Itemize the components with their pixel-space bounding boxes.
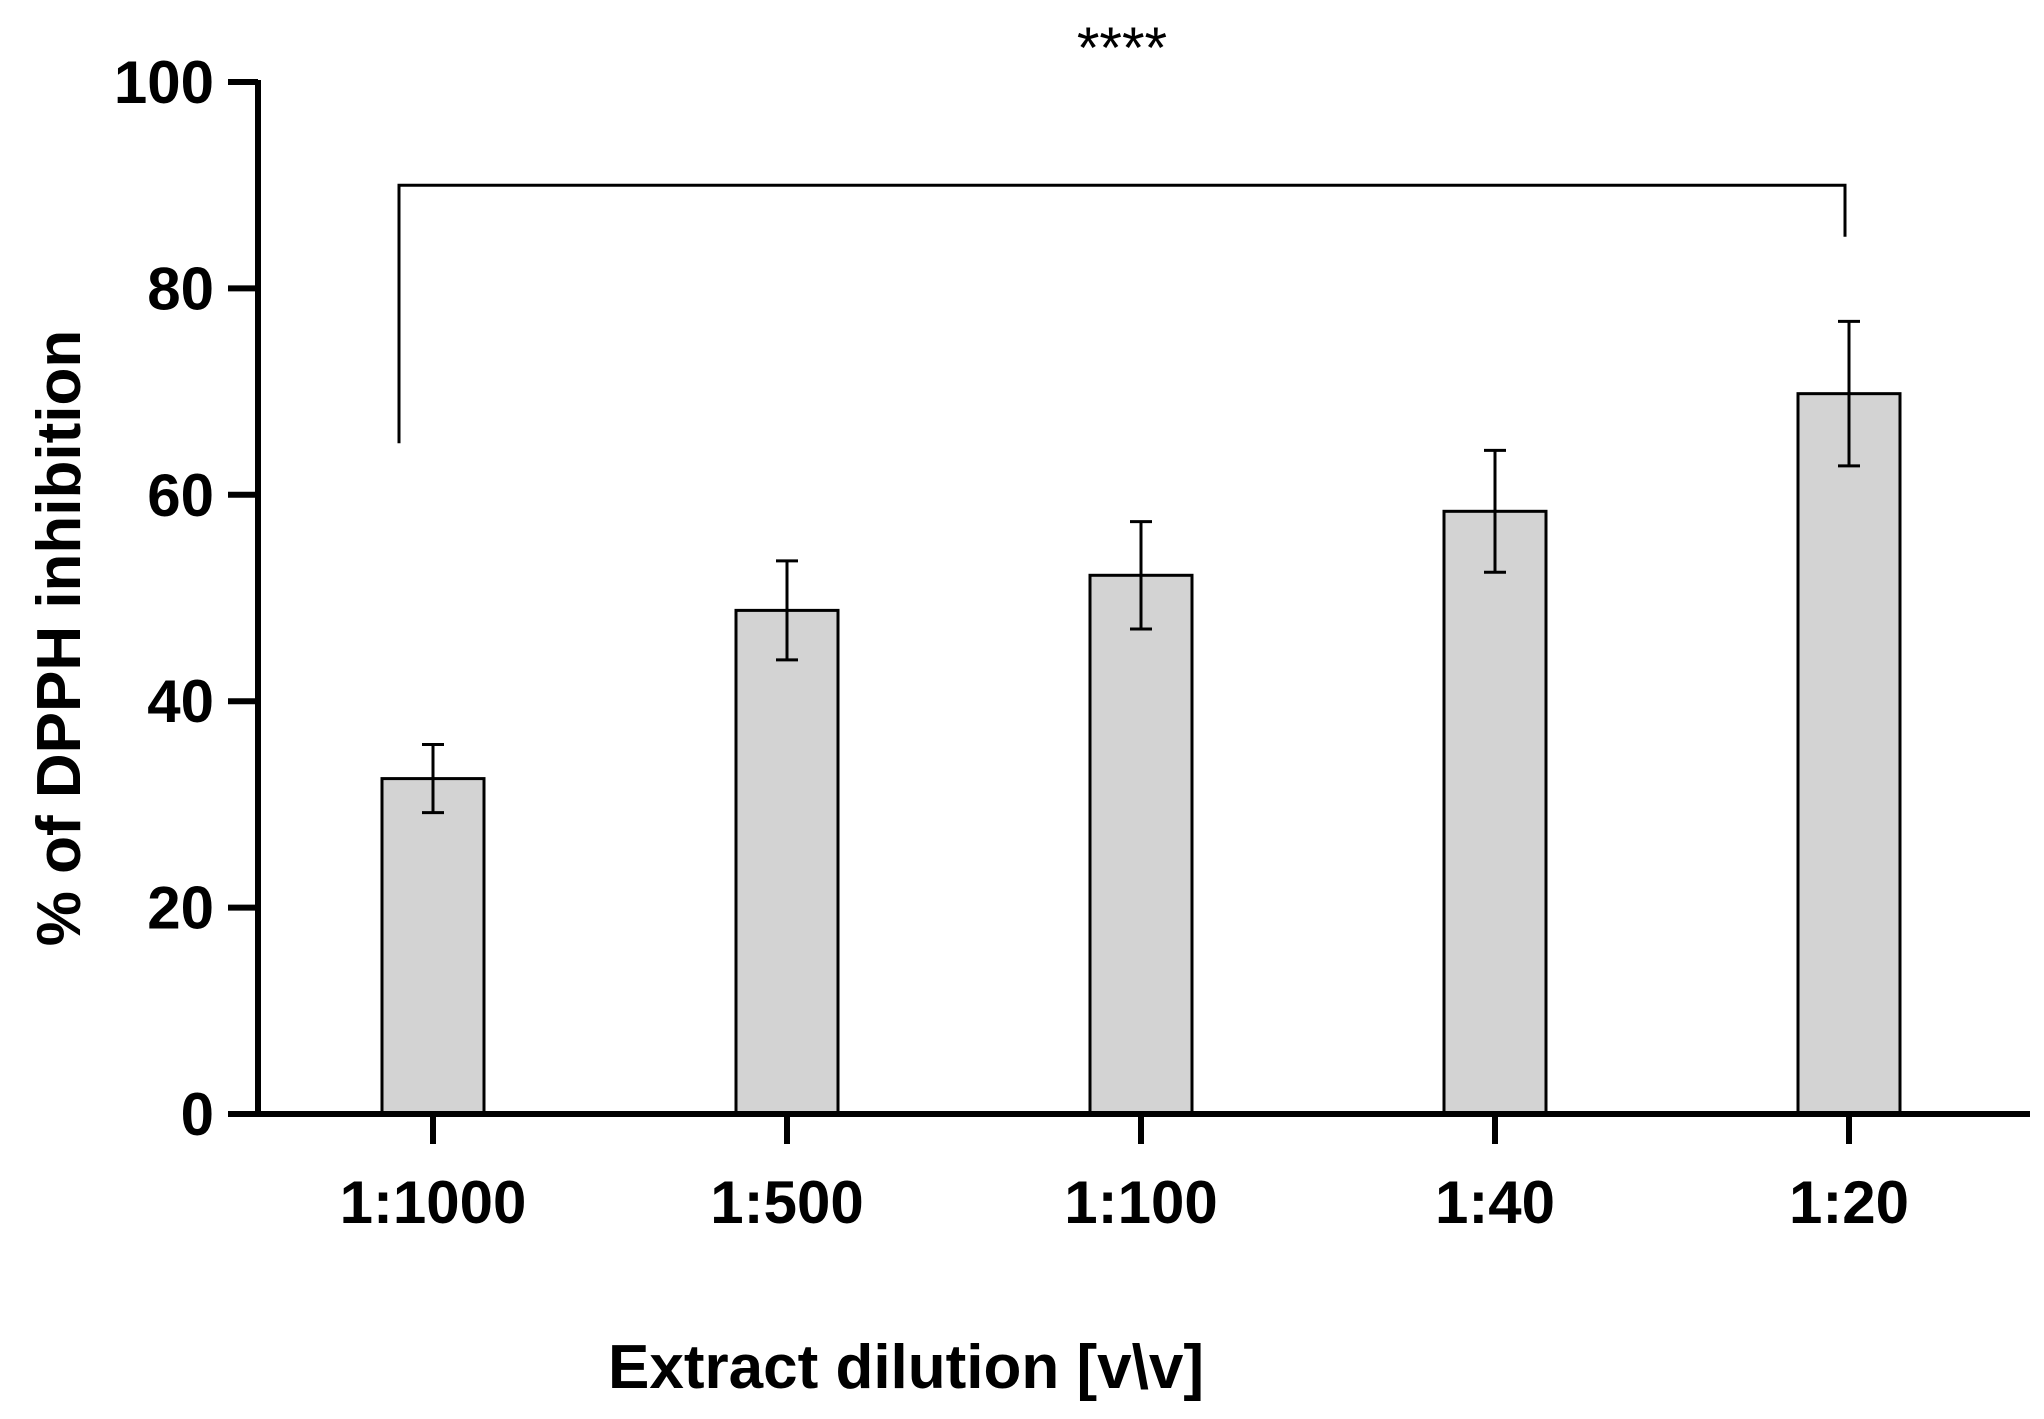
bar-1:500 — [734, 608, 840, 1116]
y-ticks: 0 20 40 60 80 100 — [114, 49, 258, 1148]
bar-1:1000 — [380, 777, 486, 1116]
significance-annotation: **** — [397, 16, 1847, 444]
x-tick-label-1:500: 1:500 — [710, 1169, 863, 1236]
x-ticks: 1:1000 1:500 1:100 1:40 1:20 — [340, 1114, 1909, 1236]
x-tick-label-1:100: 1:100 — [1064, 1169, 1217, 1236]
y-tick-label-60: 60 — [147, 462, 214, 529]
bars-layer — [380, 392, 1902, 1116]
significance-label: **** — [1077, 16, 1167, 81]
x-tick-label-1:20: 1:20 — [1789, 1169, 1909, 1236]
y-tick-label-40: 40 — [147, 668, 214, 735]
bar-1:20 — [1796, 392, 1902, 1116]
x-tick-label-1:1000: 1:1000 — [340, 1169, 527, 1236]
y-tick-label-100: 100 — [114, 49, 214, 116]
significance-bracket — [397, 183, 1847, 444]
y-tick-label-0: 0 — [181, 1081, 214, 1148]
error-bars-layer — [422, 319, 1860, 815]
bar-1:100 — [1088, 573, 1194, 1116]
x-axis-title: Extract dilution [v\v] — [608, 1333, 1204, 1402]
x-tick-label-1:40: 1:40 — [1435, 1169, 1555, 1236]
y-tick-label-20: 20 — [147, 875, 214, 942]
bar-1:40 — [1442, 509, 1548, 1116]
y-tick-label-80: 80 — [147, 255, 214, 322]
y-axis-title: % of DPPH inhibition — [25, 330, 94, 947]
